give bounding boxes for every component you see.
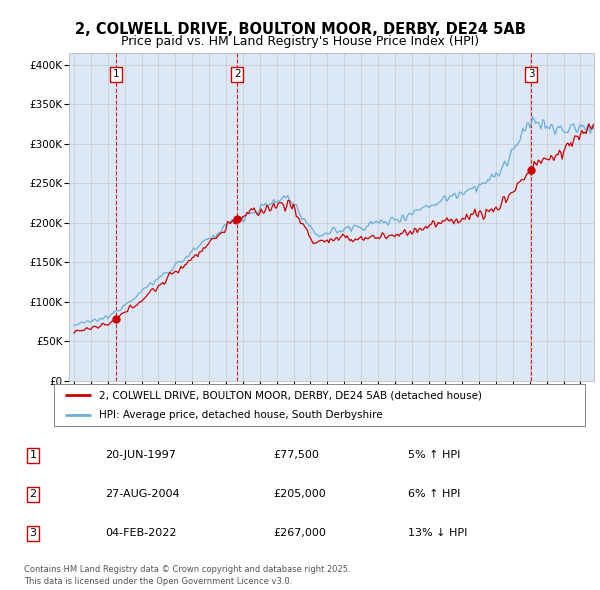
Text: Price paid vs. HM Land Registry's House Price Index (HPI): Price paid vs. HM Land Registry's House … <box>121 35 479 48</box>
Text: 2, COLWELL DRIVE, BOULTON MOOR, DERBY, DE24 5AB (detached house): 2, COLWELL DRIVE, BOULTON MOOR, DERBY, D… <box>99 391 482 401</box>
Text: £77,500: £77,500 <box>273 451 319 460</box>
Text: 3: 3 <box>528 70 535 80</box>
Text: 2, COLWELL DRIVE, BOULTON MOOR, DERBY, DE24 5AB: 2, COLWELL DRIVE, BOULTON MOOR, DERBY, D… <box>74 22 526 37</box>
Text: 1: 1 <box>29 451 37 460</box>
Text: 3: 3 <box>29 529 37 538</box>
Text: 20-JUN-1997: 20-JUN-1997 <box>105 451 176 460</box>
Text: £205,000: £205,000 <box>273 490 326 499</box>
Text: Contains HM Land Registry data © Crown copyright and database right 2025.: Contains HM Land Registry data © Crown c… <box>24 565 350 575</box>
Text: 1: 1 <box>112 70 119 80</box>
Text: This data is licensed under the Open Government Licence v3.0.: This data is licensed under the Open Gov… <box>24 577 292 586</box>
Text: 04-FEB-2022: 04-FEB-2022 <box>105 529 176 538</box>
Text: 2: 2 <box>29 490 37 499</box>
Text: 5% ↑ HPI: 5% ↑ HPI <box>408 451 460 460</box>
Text: 2: 2 <box>234 70 241 80</box>
Text: £267,000: £267,000 <box>273 529 326 538</box>
Text: 13% ↓ HPI: 13% ↓ HPI <box>408 529 467 538</box>
Text: 6% ↑ HPI: 6% ↑ HPI <box>408 490 460 499</box>
Text: HPI: Average price, detached house, South Derbyshire: HPI: Average price, detached house, Sout… <box>99 411 383 420</box>
Text: 27-AUG-2004: 27-AUG-2004 <box>105 490 179 499</box>
